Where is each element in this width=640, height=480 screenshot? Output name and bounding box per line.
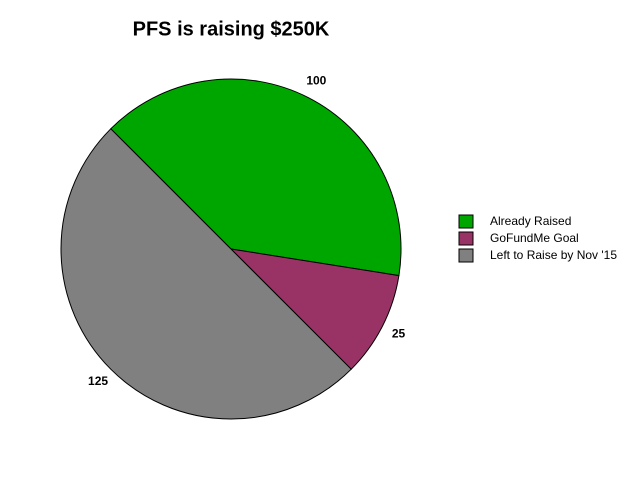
- pie-slice: [60, 128, 352, 420]
- chart-title: PFS is raising $250K: [133, 18, 330, 40]
- legend-label: Left to Raise by Nov '15: [490, 248, 617, 262]
- value-label: 125: [88, 374, 108, 388]
- value-label: 25: [392, 327, 406, 341]
- pie-slice: [229, 248, 400, 370]
- legend-label: Already Raised: [490, 214, 571, 228]
- pie-slice: [110, 78, 402, 277]
- value-label: 100: [306, 74, 326, 88]
- legend-label: GoFundMe Goal: [490, 231, 579, 245]
- legend-swatch: [458, 248, 474, 263]
- legend-swatch: [458, 214, 474, 229]
- legend-swatch: [458, 231, 474, 246]
